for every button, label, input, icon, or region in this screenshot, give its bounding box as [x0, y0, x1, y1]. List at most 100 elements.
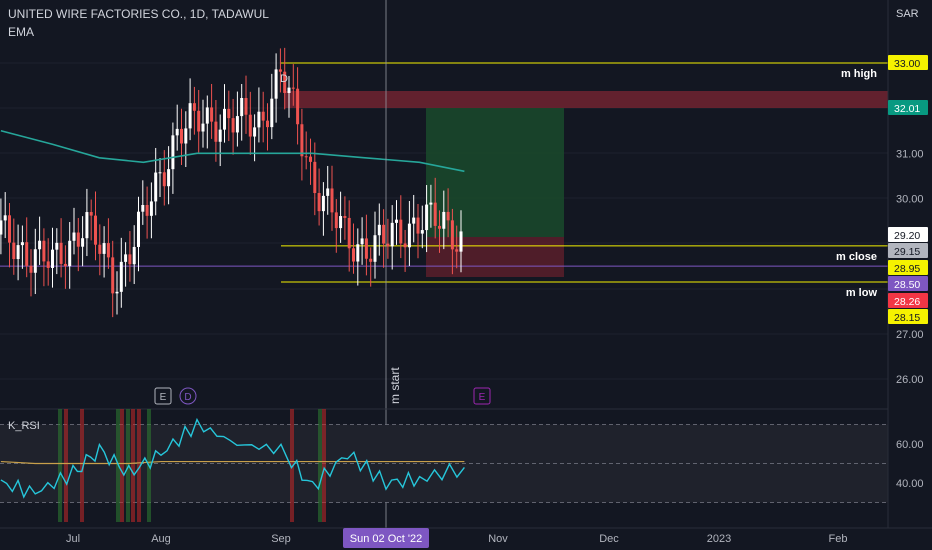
candle-body	[8, 215, 11, 243]
price-tag-label: 28.26	[894, 296, 920, 308]
candle-body	[184, 128, 188, 144]
resistance-zone[interactable]	[285, 91, 888, 108]
event-marker-E[interactable]	[473, 387, 491, 405]
candle-body	[145, 204, 149, 216]
price-tag-label: 28.15	[894, 312, 920, 324]
candle-body	[20, 242, 24, 246]
candle-body	[231, 118, 235, 133]
candle-body	[364, 238, 368, 259]
candle-body	[46, 261, 50, 268]
candle-body	[16, 245, 20, 260]
candle-body	[175, 128, 179, 136]
candle-body	[382, 224, 386, 244]
price-tag-label: 29.20	[894, 230, 920, 242]
candle-body	[210, 107, 214, 122]
candle-body	[248, 114, 252, 137]
price-tag-label: 28.95	[894, 263, 920, 275]
candle-body	[399, 219, 403, 244]
chart-title: UNITED WIRE FACTORIES CO., 1D, TADAWUL	[8, 7, 269, 21]
price-tick-label: 31.00	[896, 148, 924, 160]
price-tag[interactable]	[888, 276, 928, 291]
price-tag[interactable]	[888, 293, 928, 308]
price-tag-label: 33.00	[894, 58, 920, 70]
candle-body	[98, 244, 102, 254]
candle-body	[25, 242, 29, 266]
candle-body	[115, 291, 119, 294]
price-tick-label: 26.00	[896, 374, 924, 386]
candle-body	[291, 87, 295, 89]
candle-body	[51, 249, 54, 268]
candle-body	[334, 212, 338, 229]
event-marker-label: D	[184, 392, 191, 403]
candle-body	[270, 98, 274, 128]
event-marker-label: E	[479, 392, 486, 403]
event-marker-D[interactable]	[179, 387, 197, 405]
candle-body	[141, 204, 145, 212]
price-tag[interactable]	[888, 227, 928, 242]
price-tag[interactable]	[888, 260, 928, 275]
rsi-k-line	[0, 417, 465, 499]
candle-body	[433, 202, 437, 226]
candle-body	[63, 263, 67, 267]
candle-body	[339, 216, 343, 229]
candle-body	[266, 120, 269, 128]
candle-body	[369, 258, 373, 262]
currency-label: SAR	[896, 8, 919, 20]
candle-body	[205, 107, 209, 124]
price-tag-label: 28.50	[894, 279, 920, 291]
event-marker-E[interactable]	[154, 387, 172, 405]
candle-body	[89, 212, 93, 216]
candle-body	[201, 123, 205, 132]
candle-body	[171, 135, 175, 170]
candle-body	[313, 161, 317, 194]
candle-body	[360, 238, 364, 245]
candle-body	[38, 240, 42, 250]
candle-body	[59, 242, 63, 264]
time-tick-label: 2023	[707, 533, 731, 545]
candle-body	[137, 211, 140, 247]
time-tick-label: Sep	[271, 533, 291, 545]
candle-body	[68, 240, 72, 267]
crosshair-date-tag	[343, 528, 429, 548]
candle-body	[111, 257, 115, 294]
candle-body	[240, 98, 244, 117]
m-start-label: m start	[388, 367, 402, 404]
candle-body	[94, 215, 97, 245]
candle-body	[429, 202, 433, 205]
candle-body	[321, 195, 325, 212]
time-tick-label: Dec	[599, 533, 619, 545]
candle-body	[309, 156, 312, 162]
candle-body	[29, 265, 33, 273]
price-tag[interactable]	[888, 55, 928, 70]
candle-body	[420, 230, 424, 234]
candle-body	[395, 219, 398, 223]
rsi-title[interactable]: K_RSI	[8, 420, 40, 432]
candle-body	[149, 201, 153, 216]
candle-body	[3, 215, 7, 221]
candle-body	[343, 216, 347, 218]
candle-body	[180, 128, 183, 144]
price-tag-label: 29.15	[894, 246, 920, 258]
indicator-label-ema[interactable]: EMA	[8, 25, 35, 39]
level-label-m-close: m close	[836, 251, 877, 263]
price-tag[interactable]	[888, 309, 928, 324]
candle-body	[154, 172, 158, 202]
candle-body	[102, 243, 106, 254]
rsi-signal-bar	[322, 409, 326, 522]
time-tick-label: Jul	[66, 533, 80, 545]
price-tag[interactable]	[888, 243, 928, 258]
candle-body	[42, 240, 46, 262]
candle-body	[188, 103, 192, 129]
candle-body	[403, 243, 407, 248]
candle-body	[33, 249, 37, 273]
short-position-box-loss[interactable]	[426, 237, 564, 277]
rsi-signal-bar	[131, 409, 135, 522]
candle-body	[390, 222, 394, 247]
candle-body	[76, 232, 80, 247]
price-tag[interactable]	[888, 100, 928, 115]
candle-body	[227, 108, 231, 119]
candle-body	[72, 232, 76, 241]
level-label-m-low: m low	[846, 287, 878, 299]
rsi-signal-bar	[64, 409, 68, 522]
